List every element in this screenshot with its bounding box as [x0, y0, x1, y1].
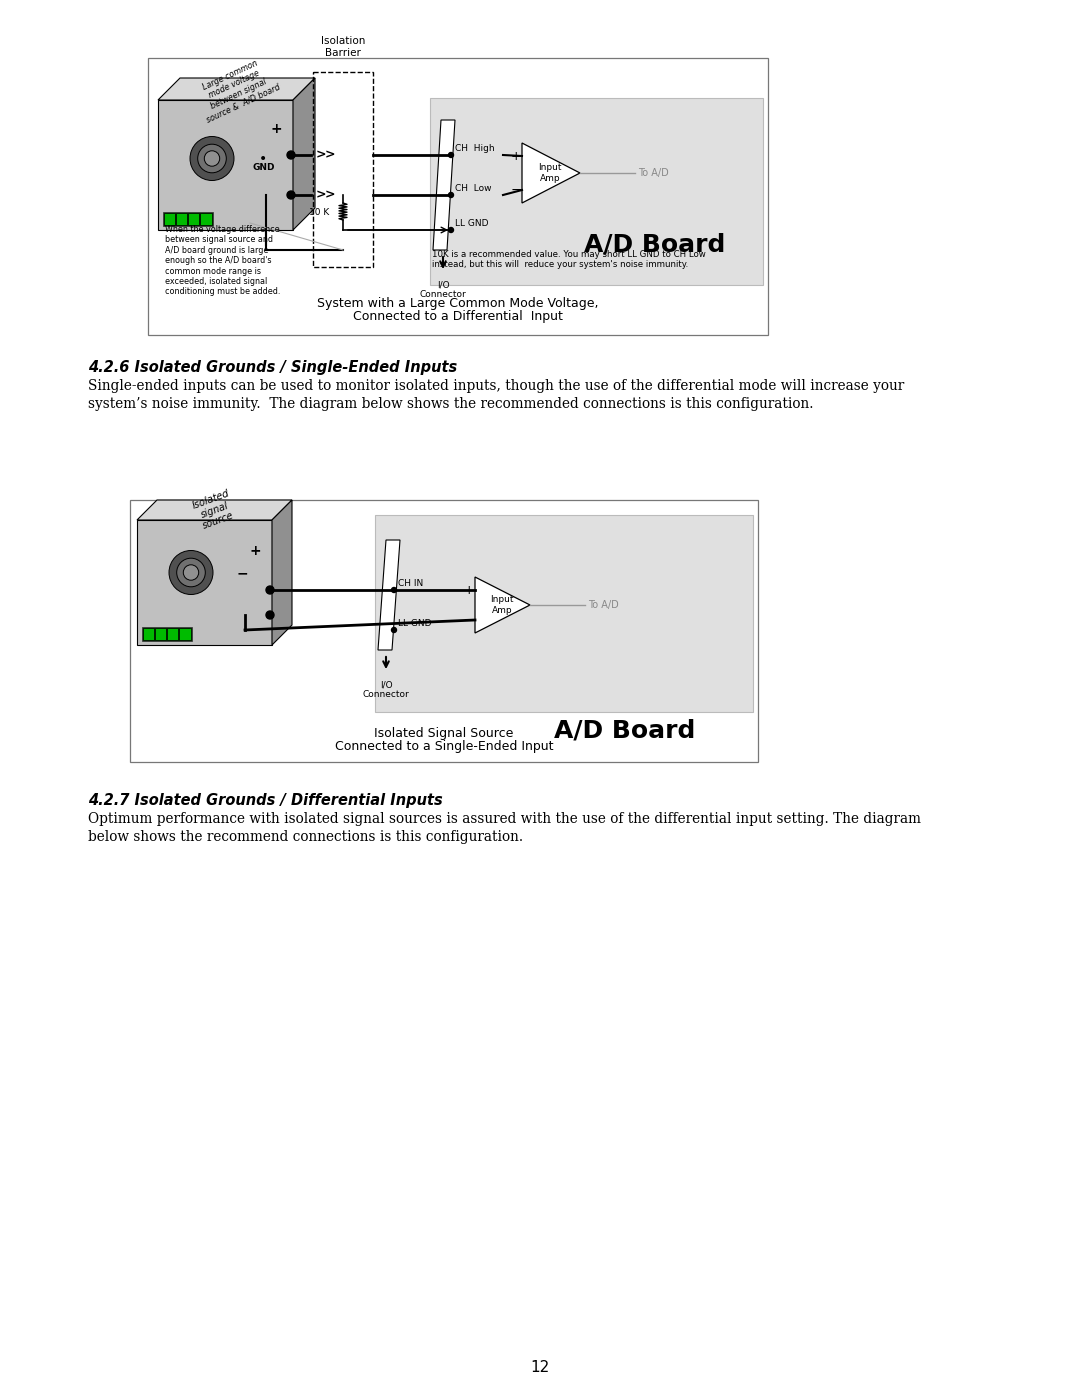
- Circle shape: [287, 151, 295, 159]
- Bar: [130, 500, 758, 761]
- Bar: [144, 629, 154, 640]
- Text: Input
Amp: Input Amp: [490, 595, 514, 615]
- Text: Optimum performance with isolated signal sources is assured with the use of the : Optimum performance with isolated signal…: [87, 812, 921, 826]
- Text: +: +: [271, 122, 283, 136]
- Text: CH IN: CH IN: [399, 578, 423, 588]
- Text: •: •: [259, 151, 268, 165]
- Text: 4.2.7 Isolated Grounds / Differential Inputs: 4.2.7 Isolated Grounds / Differential In…: [87, 793, 443, 807]
- Text: CH  Low: CH Low: [455, 184, 491, 193]
- Text: +: +: [511, 149, 522, 162]
- Text: When the voltage difference
between signal source and
A/D board ground is large
: When the voltage difference between sign…: [165, 225, 281, 296]
- Bar: [375, 515, 753, 712]
- Text: A/D Board: A/D Board: [584, 233, 726, 257]
- Text: −: −: [237, 567, 248, 581]
- Polygon shape: [137, 500, 292, 520]
- Text: +: +: [249, 545, 261, 559]
- Polygon shape: [158, 78, 315, 101]
- Text: system’s noise immunity.  The diagram below shows the recommended connections is: system’s noise immunity. The diagram bel…: [87, 397, 813, 411]
- Text: 4.2.6 Isolated Grounds / Single-Ended Inputs: 4.2.6 Isolated Grounds / Single-Ended In…: [87, 360, 457, 374]
- Text: Isolated Signal Source: Isolated Signal Source: [375, 726, 514, 740]
- Circle shape: [184, 564, 199, 580]
- Text: Connected to a Differential  Input: Connected to a Differential Input: [353, 310, 563, 323]
- Text: System with a Large Common Mode Voltage,: System with a Large Common Mode Voltage,: [318, 298, 598, 310]
- Text: A/D Board: A/D Board: [554, 718, 696, 742]
- Text: I/O
Connector: I/O Connector: [363, 680, 409, 700]
- Bar: [148, 59, 768, 335]
- Bar: [201, 214, 212, 225]
- Text: >: >: [325, 189, 335, 201]
- Bar: [163, 212, 213, 226]
- Polygon shape: [522, 142, 580, 203]
- Text: To A/D: To A/D: [588, 599, 619, 610]
- Polygon shape: [433, 120, 455, 250]
- Circle shape: [168, 550, 213, 595]
- Bar: [167, 629, 178, 640]
- Text: Isolation
Barrier: Isolation Barrier: [321, 36, 365, 59]
- Bar: [430, 98, 762, 285]
- Text: Single-ended inputs can be used to monitor isolated inputs, though the use of th: Single-ended inputs can be used to monit…: [87, 379, 904, 393]
- Circle shape: [204, 151, 219, 166]
- Text: >: >: [315, 189, 326, 201]
- Text: Large common
mode voltage
between signal
source &  A/D board: Large common mode voltage between signal…: [191, 53, 282, 124]
- Polygon shape: [137, 520, 272, 645]
- Polygon shape: [378, 541, 400, 650]
- Text: LL GND: LL GND: [399, 619, 432, 629]
- Text: >: >: [325, 148, 335, 162]
- Circle shape: [287, 191, 295, 198]
- Bar: [180, 629, 190, 640]
- Circle shape: [177, 559, 205, 587]
- Bar: [156, 629, 166, 640]
- Polygon shape: [293, 78, 315, 231]
- Text: 10K is a recommended value. You may short LL GND to CH Low
instead, but this wil: 10K is a recommended value. You may shor…: [432, 250, 705, 270]
- Text: 12: 12: [530, 1359, 550, 1375]
- Text: LL GND: LL GND: [455, 219, 488, 228]
- Circle shape: [448, 228, 454, 232]
- Bar: [313, 73, 373, 267]
- Text: −: −: [463, 613, 475, 627]
- Circle shape: [190, 137, 234, 180]
- Circle shape: [266, 585, 274, 594]
- Circle shape: [448, 193, 454, 197]
- Text: −: −: [510, 183, 522, 197]
- Polygon shape: [272, 500, 292, 645]
- Text: I/O
Connector: I/O Connector: [420, 279, 467, 299]
- Circle shape: [448, 152, 454, 158]
- Text: Input
Amp: Input Amp: [538, 163, 562, 183]
- Bar: [164, 214, 175, 225]
- Text: Isolated
signal
source: Isolated signal source: [190, 488, 239, 532]
- Text: +: +: [463, 584, 474, 597]
- Circle shape: [198, 144, 227, 173]
- Circle shape: [266, 610, 274, 619]
- Text: below shows the recommend connections is this configuration.: below shows the recommend connections is…: [87, 830, 523, 844]
- Bar: [189, 214, 200, 225]
- Text: CH  High: CH High: [455, 144, 495, 154]
- Text: To A/D: To A/D: [638, 168, 669, 177]
- Bar: [177, 214, 187, 225]
- Polygon shape: [475, 577, 530, 633]
- Text: GND: GND: [252, 163, 274, 172]
- Bar: [141, 627, 192, 641]
- Circle shape: [391, 627, 396, 633]
- Text: 10 K: 10 K: [309, 208, 329, 217]
- Text: Connected to a Single-Ended Input: Connected to a Single-Ended Input: [335, 740, 553, 753]
- Text: >: >: [315, 148, 326, 162]
- Circle shape: [391, 588, 396, 592]
- Polygon shape: [158, 101, 293, 231]
